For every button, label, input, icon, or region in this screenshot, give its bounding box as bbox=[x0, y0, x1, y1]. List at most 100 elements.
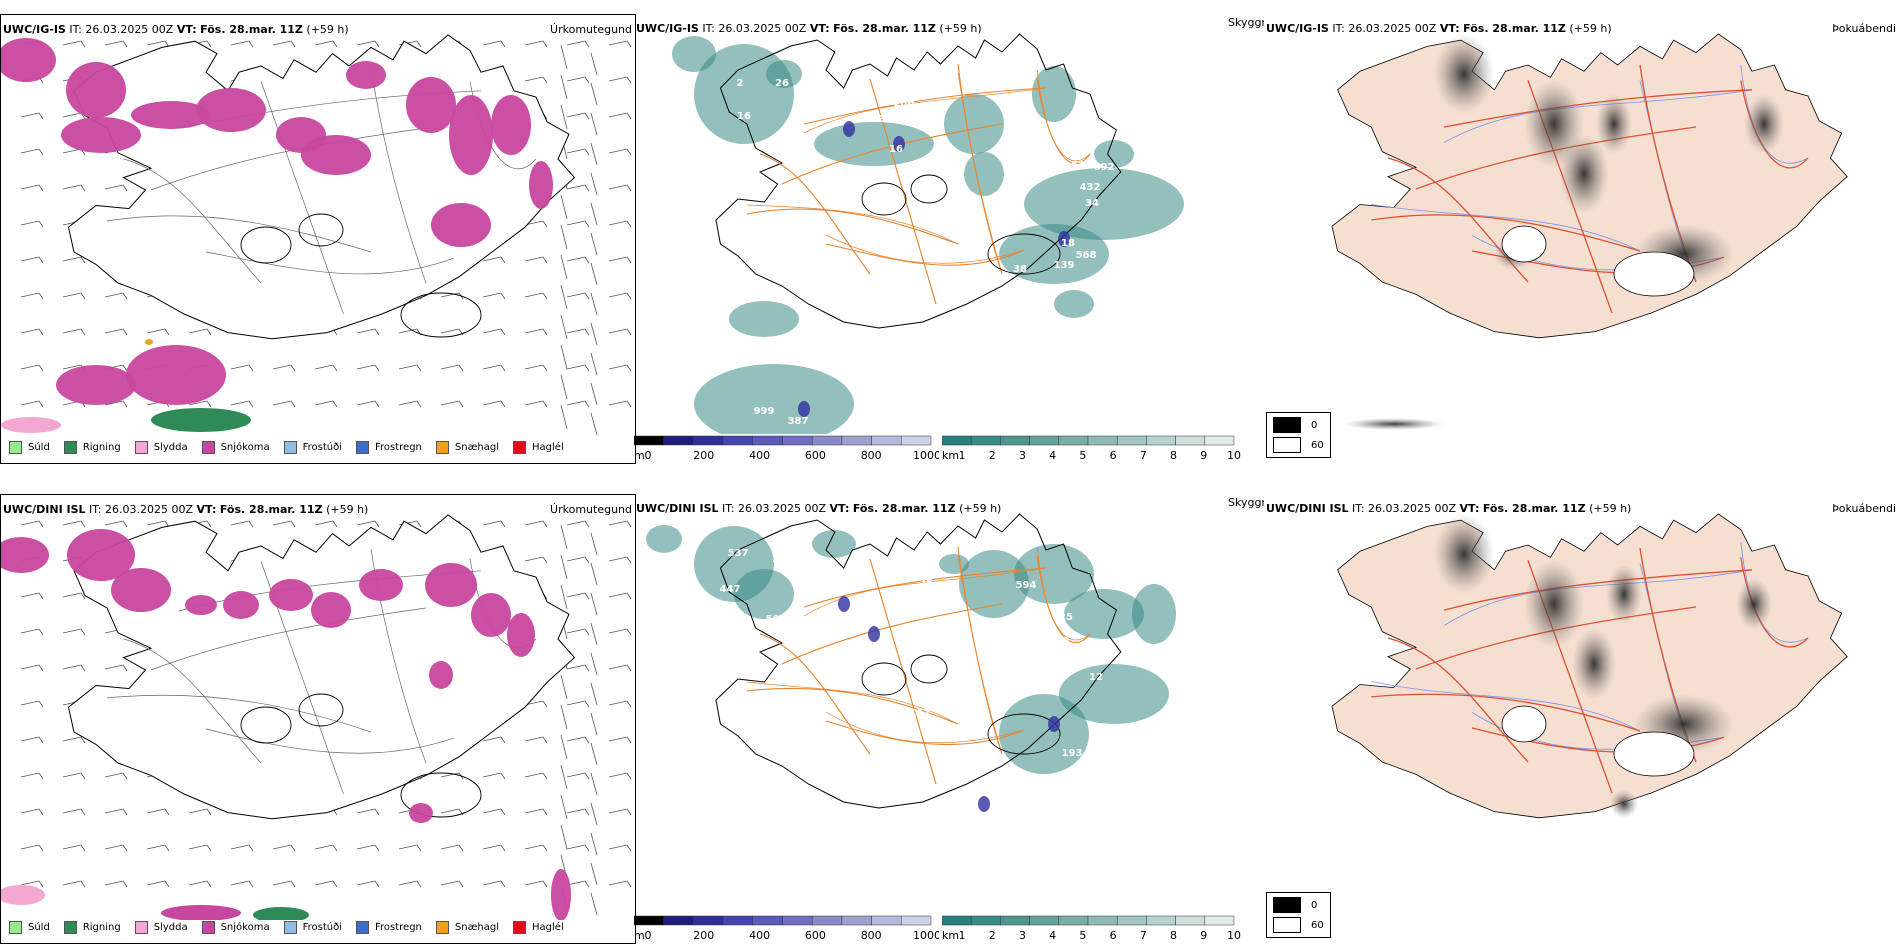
colorbar-unit: m bbox=[634, 929, 645, 942]
visibility-value-label: 25 bbox=[919, 578, 933, 589]
visibility-value-label: 12 bbox=[1089, 672, 1103, 683]
panel-title: Úrkomutegund bbox=[550, 23, 632, 36]
visibility-map-row2: 537 23 447 509 200 25 17 594 25 90 136 12 117 193 70 bbox=[646, 513, 1176, 825]
vt-label: VT: bbox=[1439, 22, 1460, 35]
visibility-value-label: 568 bbox=[1076, 250, 1097, 261]
it-label: IT: bbox=[1352, 502, 1365, 515]
legend-item: Slydda bbox=[134, 441, 188, 454]
legend-item: Frostúði bbox=[283, 441, 342, 454]
legend-swatch bbox=[9, 441, 22, 454]
visibility-panel-row1: UWC/IG-IS IT: 26.03.2025 00Z VT: Fös. 28… bbox=[634, 14, 1264, 462]
legend-item: Súld bbox=[9, 441, 50, 454]
legend-swatch bbox=[513, 921, 527, 934]
visibility-value-label: 200 bbox=[890, 598, 911, 609]
vt-label: VT: bbox=[809, 22, 830, 35]
colorbar-tick: 1000 bbox=[913, 449, 939, 462]
colorbar-tick: 6 bbox=[1110, 929, 1117, 942]
panel-header: UWC/IG-IS IT: 26.03.2025 00Z VT: Fös. 28… bbox=[3, 23, 349, 36]
fog-legend-swatch bbox=[1273, 417, 1301, 433]
vt-value: Fös. 28.mar. 11Z bbox=[1482, 502, 1586, 515]
legend-swatch bbox=[201, 921, 215, 934]
fog-legend-swatch bbox=[1273, 897, 1301, 913]
model-name: UWC/DINI ISL bbox=[636, 502, 719, 515]
legend-label: Frostregn bbox=[375, 922, 422, 933]
legend-swatch bbox=[283, 921, 297, 934]
visibility-value-label: 25 bbox=[1059, 612, 1073, 623]
vt-value: Fös. 28.mar. 11Z bbox=[219, 503, 323, 516]
colorbar-tick: 4 bbox=[1049, 929, 1056, 942]
legend-label: Snjókoma bbox=[220, 442, 270, 453]
colorbar-segment bbox=[693, 915, 724, 926]
colorbar-tick: 7 bbox=[1140, 449, 1147, 462]
colorbar-segment bbox=[841, 915, 872, 926]
colorbar-segment bbox=[811, 435, 843, 446]
colorbar-segment bbox=[782, 435, 813, 446]
lead-time: (+59 h) bbox=[939, 22, 982, 35]
colorbar-tick: 3 bbox=[1019, 929, 1026, 942]
visibility-value-label: 52 bbox=[1071, 160, 1085, 171]
colorbar-segment bbox=[970, 915, 1001, 926]
colorbar-segment bbox=[871, 915, 902, 926]
colorbar-unit: km bbox=[942, 929, 959, 942]
lead-time: (+59 h) bbox=[959, 502, 1002, 515]
panel-title: Skyggni bbox=[1228, 16, 1264, 29]
visibility-value-label: 16 bbox=[737, 111, 751, 122]
visibility-value-label: 2 bbox=[737, 78, 744, 89]
legend-label: Snæhagl bbox=[454, 922, 500, 933]
legend-item: Haglél bbox=[513, 441, 564, 454]
precip-type-panel-row2: UWC/DINI ISL IT: 26.03.2025 00Z VT: Fös.… bbox=[0, 494, 636, 944]
colorbar-tick: 2 bbox=[989, 929, 996, 942]
colorbar-segment bbox=[1175, 435, 1206, 446]
colorbar-segment bbox=[841, 435, 872, 446]
visibility-value-label: 136 bbox=[1086, 656, 1107, 667]
legend-item: Slydda bbox=[134, 921, 188, 934]
legend-item: Súld bbox=[9, 921, 50, 934]
colorbar-tick: 200 bbox=[693, 449, 714, 462]
colorbar-tick: 600 bbox=[805, 929, 826, 942]
colorbar-tick: 9 bbox=[1200, 929, 1207, 942]
colorbar-segment bbox=[970, 435, 1001, 446]
lead-time: (+59 h) bbox=[306, 23, 349, 36]
fog-legend-value: 60 bbox=[1311, 439, 1324, 451]
model-name: UWC/IG-IS bbox=[1266, 22, 1329, 35]
fog-legend-swatch bbox=[1273, 437, 1301, 453]
legend-label: Rigning bbox=[82, 922, 121, 933]
fog-legend: 0 60 bbox=[1266, 412, 1331, 458]
vt-value: Fös. 28.mar. 11Z bbox=[833, 22, 936, 35]
legend-item: Snjókoma bbox=[201, 921, 270, 934]
colorbar-segment bbox=[1146, 435, 1176, 446]
it-value: 26.03.2025 00Z bbox=[1368, 502, 1457, 515]
legend-swatch bbox=[435, 921, 449, 934]
colorbar-segment bbox=[942, 435, 972, 446]
colorbar-segment bbox=[1116, 915, 1147, 926]
legend-item: Frostregn bbox=[356, 921, 422, 934]
panel-header: UWC/DINI ISL IT: 26.03.2025 00Z VT: Fös.… bbox=[3, 503, 368, 516]
lead-time: (+59 h) bbox=[1569, 22, 1612, 35]
legend-item: Snæhagl bbox=[435, 441, 499, 454]
fog-legend-swatch bbox=[1273, 917, 1301, 933]
legend-swatch bbox=[513, 441, 527, 454]
colorbar-unit: km bbox=[942, 449, 959, 462]
visibility-value-label: 432 bbox=[1080, 182, 1101, 193]
colorbar-segment bbox=[1175, 915, 1206, 926]
colorbar-tick: 400 bbox=[749, 449, 770, 462]
vt-value: Fös. 28.mar. 11Z bbox=[1463, 22, 1566, 35]
vt-label: VT: bbox=[196, 503, 217, 516]
it-value: 26.03.2025 00Z bbox=[738, 502, 827, 515]
colorbar-segment bbox=[782, 915, 813, 926]
it-value: 26.03.2025 00Z bbox=[105, 503, 194, 516]
fog-map-row2 bbox=[1331, 513, 1848, 819]
legend-item: Frostregn bbox=[356, 441, 422, 454]
precip-map-row2 bbox=[1, 514, 632, 920]
panel-header: UWC/DINI ISL IT: 26.03.2025 00Z VT: Fös.… bbox=[1266, 502, 1631, 515]
vt-value: Fös. 28.mar. 11Z bbox=[200, 23, 303, 36]
it-value: 26.03.2025 00Z bbox=[718, 22, 807, 35]
colorbar-segment bbox=[811, 915, 843, 926]
colorbar-segment bbox=[752, 915, 783, 926]
colorbar-tick: 800 bbox=[861, 929, 882, 942]
vt-label: VT: bbox=[176, 23, 197, 36]
visibility-value-label: 447 bbox=[720, 584, 741, 595]
colorbar-tick: 2 bbox=[989, 449, 996, 462]
legend-item: Haglél bbox=[513, 921, 564, 934]
